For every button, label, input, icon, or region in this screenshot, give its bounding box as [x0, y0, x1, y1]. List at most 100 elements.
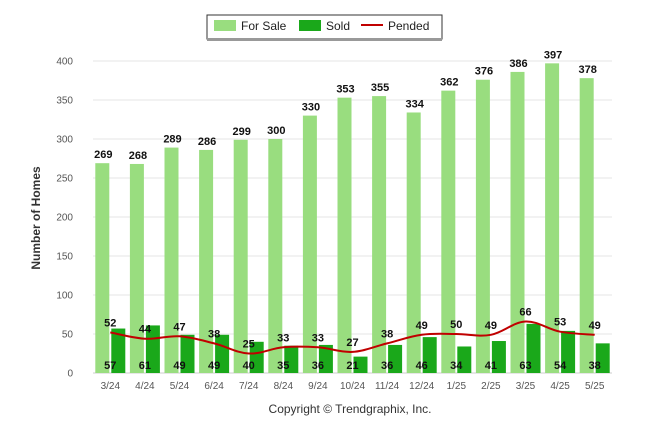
- x-tick-label: 11/24: [375, 381, 400, 392]
- label-pended: 33: [312, 332, 324, 344]
- x-tick-label: 9/24: [308, 381, 328, 392]
- label-sold: 63: [519, 360, 531, 372]
- label-for-sale: 397: [544, 49, 562, 61]
- y-tick-label: 50: [62, 330, 74, 341]
- x-tick-label: 12/24: [409, 381, 434, 392]
- x-tick-label: 4/24: [135, 381, 155, 392]
- x-tick-label: 10/24: [340, 381, 365, 392]
- pended-line-layer: [110, 320, 595, 355]
- label-pended: 33: [277, 332, 289, 344]
- x-tick-label: 3/25: [516, 381, 536, 392]
- bar-sold: [457, 346, 472, 373]
- label-for-sale: 355: [371, 82, 389, 94]
- legend-box: [206, 14, 443, 40]
- label-for-sale: 362: [440, 77, 458, 89]
- label-for-sale: 299: [233, 126, 251, 138]
- bar-for-sale: [545, 63, 560, 374]
- bar-sold: [595, 343, 610, 373]
- x-tick-label: 7/24: [239, 381, 259, 392]
- y-tick-label: 250: [56, 174, 73, 185]
- bar-sold: [526, 323, 541, 373]
- x-tick-label: 4/25: [550, 381, 570, 392]
- bar-for-sale: [129, 163, 144, 373]
- legend-label-pended: Pended: [388, 19, 429, 33]
- bar-for-sale: [510, 71, 525, 374]
- y-tick-label: 400: [56, 57, 73, 68]
- y-tick-label: 300: [56, 135, 73, 146]
- bar-sold: [111, 328, 126, 373]
- pended-line: [110, 320, 595, 355]
- y-axis: 0 50 100 150 200 250 300 350 400: [56, 57, 73, 380]
- label-pended: 25: [243, 339, 255, 351]
- x-tick-label: 2/25: [481, 381, 501, 392]
- legend-swatch-for-sale: [214, 20, 236, 31]
- legend-label-for-sale: For Sale: [241, 19, 287, 33]
- label-for-sale: 334: [406, 98, 425, 110]
- label-for-sale: 286: [198, 136, 216, 148]
- label-sold: 36: [381, 360, 393, 372]
- x-tick-label: 1/25: [447, 381, 467, 392]
- bar-sold: [284, 345, 299, 373]
- bar-sold: [561, 330, 576, 373]
- label-sold: 61: [139, 360, 151, 372]
- label-pended: 44: [139, 324, 152, 336]
- bar-sold: [180, 334, 195, 373]
- bar-for-sale: [406, 112, 421, 373]
- label-sold: 57: [104, 360, 116, 372]
- label-pended: 50: [450, 319, 462, 331]
- label-pended: 27: [346, 337, 358, 349]
- y-tick-label: 200: [56, 213, 73, 224]
- bar-for-sale: [337, 97, 352, 373]
- label-sold: 34: [450, 360, 463, 372]
- bar-for-sale: [302, 115, 317, 373]
- legend-label-sold: Sold: [326, 19, 350, 33]
- label-for-sale: 289: [163, 134, 181, 146]
- bar-for-sale: [199, 149, 214, 373]
- legend: For Sale Sold Pended: [206, 14, 443, 41]
- x-tick-label: 5/24: [170, 381, 190, 392]
- x-tick-label: 3/24: [101, 381, 121, 392]
- label-for-sale: 268: [129, 150, 147, 162]
- bar-sold: [353, 356, 368, 373]
- label-pended: 49: [485, 320, 497, 332]
- label-pended: 38: [208, 328, 220, 340]
- label-for-sale: 330: [302, 102, 320, 114]
- label-for-sale: 386: [509, 58, 527, 70]
- bar-for-sale: [233, 139, 248, 373]
- label-pended: 49: [416, 320, 428, 332]
- legend-swatch-sold: [299, 20, 321, 31]
- bar-sold: [491, 341, 506, 373]
- bar-for-sale: [441, 90, 456, 373]
- copyright-text: Copyright © Trendgraphix, Inc.: [269, 402, 432, 416]
- label-sold: 38: [589, 360, 601, 372]
- x-tick-label: 8/24: [274, 381, 294, 392]
- label-sold: 46: [416, 360, 428, 372]
- x-tick-label: 6/24: [204, 381, 224, 392]
- bar-sold: [318, 344, 333, 373]
- label-for-sale: 269: [94, 149, 112, 161]
- bar-sold: [249, 341, 264, 373]
- bar-for-sale: [579, 78, 594, 373]
- bar-for-sale: [268, 139, 283, 373]
- bar-sold: [388, 344, 403, 373]
- y-tick-label: 150: [56, 252, 73, 263]
- label-for-sale: 376: [475, 66, 493, 78]
- label-sold: 49: [173, 360, 185, 372]
- label-sold: 49: [208, 360, 220, 372]
- y-tick-label: 0: [67, 369, 73, 380]
- x-axis: 3/24 4/24 5/24 6/24 7/24 8/24 9/24 10/24 11/24 12…: [101, 381, 605, 392]
- x-tick-label: 5/25: [585, 381, 605, 392]
- y-tick-label: 350: [56, 96, 73, 107]
- y-tick-label: 100: [56, 291, 73, 302]
- label-pended: 49: [589, 320, 601, 332]
- label-sold: 21: [346, 360, 358, 372]
- gridlines: [93, 60, 612, 374]
- label-pended: 52: [104, 317, 116, 329]
- label-sold: 35: [277, 360, 289, 372]
- bars: [95, 63, 610, 374]
- label-pended: 47: [173, 321, 185, 333]
- label-for-sale: 353: [336, 84, 354, 96]
- value-labels: 269 52 57 268 44 61 289 47 49 286 38 49 299 25 40 300 33…: [94, 49, 601, 372]
